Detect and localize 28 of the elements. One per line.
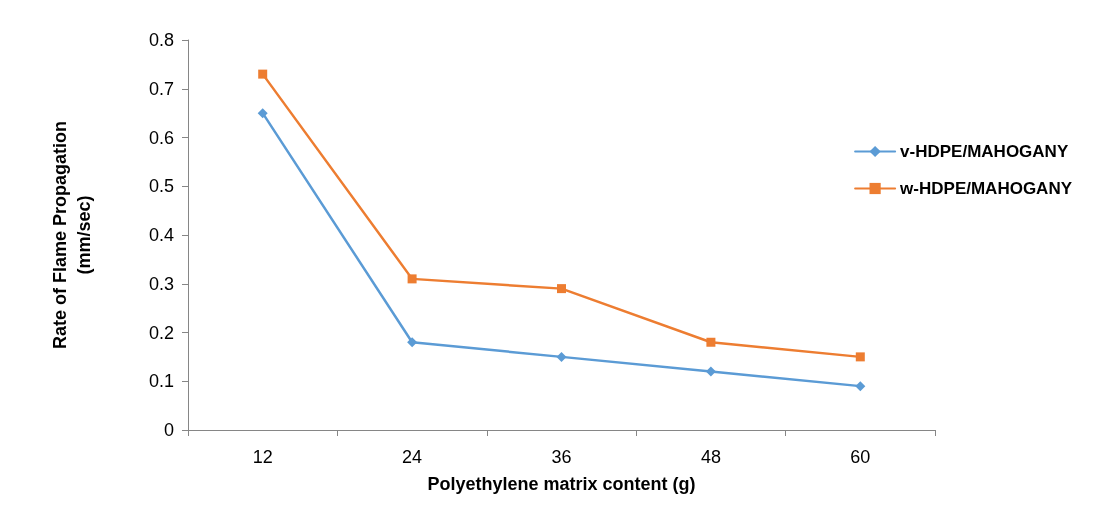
y-tick-label: 0.1 (148, 371, 174, 392)
y-tick-label: 0 (163, 420, 174, 440)
x-tick-label: 48 (700, 447, 721, 467)
y-tick-label: 0.8 (148, 30, 174, 50)
point (855, 381, 866, 392)
point (557, 284, 566, 294)
y-tick-label: 0.4 (148, 225, 174, 245)
point (407, 337, 418, 348)
y-tick-label: 0.2 (148, 322, 174, 343)
y-axis-title: Rate of Flame Propagation (mm/sec) (50, 120, 94, 350)
point (706, 337, 716, 347)
x-tick-label: 60 (850, 447, 871, 467)
point (705, 366, 716, 377)
point (855, 352, 865, 362)
y-tick-label: 0.5 (148, 176, 174, 197)
x-tick-label: 36 (551, 447, 572, 467)
y-tick-label: 0.7 (148, 78, 174, 99)
y-tick-label: 0.3 (148, 273, 174, 294)
x-tick-label: 12 (252, 447, 273, 467)
point (556, 351, 567, 362)
x-tick-label: 24 (402, 447, 423, 467)
legend-label: v-HDPE/MAHOGANY (900, 142, 1069, 161)
point (258, 69, 268, 79)
legend-label: w-HDPE/MAHOGANY (899, 179, 1073, 198)
y-tick-label: 0.6 (148, 127, 174, 148)
point (257, 108, 268, 119)
point (407, 274, 417, 284)
x-axis-title: Polyethylene matrix content (g) (427, 474, 696, 494)
